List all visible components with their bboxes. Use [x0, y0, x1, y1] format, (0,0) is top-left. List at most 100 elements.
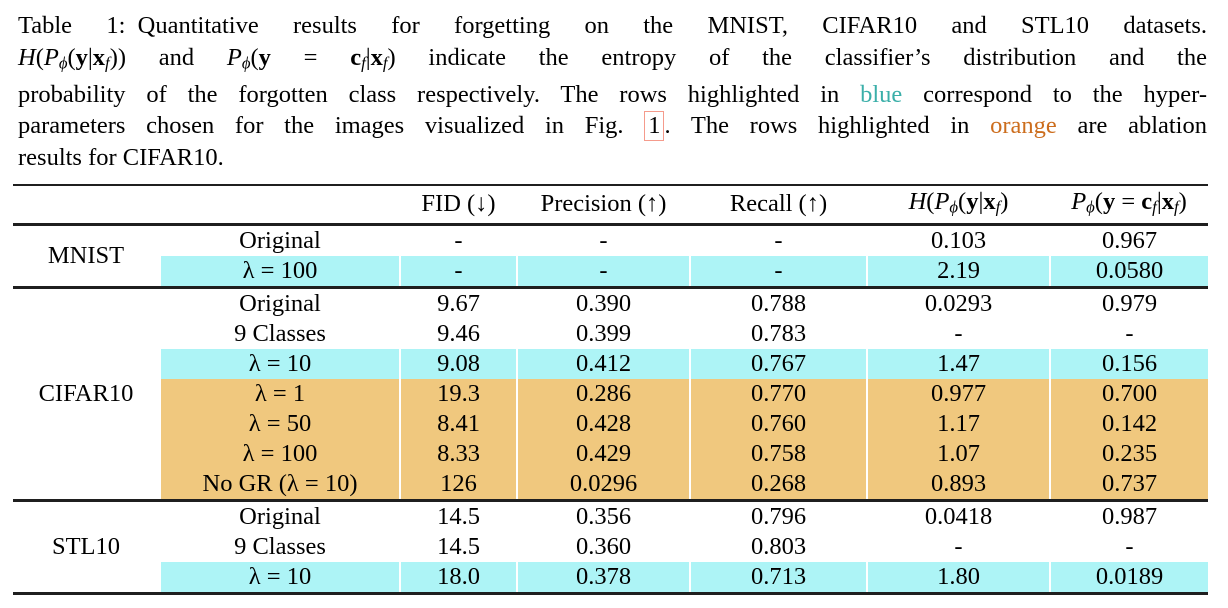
text-segment: Table 1: Quantitative results for forget…: [18, 12, 1207, 39]
cell-precision: 0.429: [517, 439, 691, 470]
cell-recall: 0.268: [690, 469, 868, 501]
text-segment: FID (↓): [421, 190, 496, 218]
cell-recall: -: [690, 256, 868, 288]
cell-forgotten-prob: 0.967: [1050, 223, 1208, 257]
text-segment: are ablation: [1056, 112, 1207, 140]
cell-recall: 0.770: [690, 379, 868, 410]
text-segment: =: [1115, 187, 1142, 215]
cell-recall: 0.783: [690, 319, 868, 350]
variant-cell: Original: [160, 499, 401, 533]
text-segment: (: [67, 43, 76, 71]
cell-entropy: 0.0418: [867, 499, 1051, 533]
variant-cell: 9 Classes: [160, 532, 401, 563]
text-segment: indicate the entropy of the classifier’s…: [395, 43, 1207, 71]
caption-line: results for CIFAR10.: [18, 142, 1207, 174]
text-segment: ): [1000, 187, 1009, 215]
paper-page: Table 1: Quantitative results for forget…: [0, 10, 1228, 608]
text-segment: x: [92, 43, 106, 71]
dataset-cell: STL10: [13, 499, 161, 594]
cell-recall: -: [690, 223, 868, 257]
cell-recall: 0.713: [690, 562, 868, 594]
cell-fid: 8.33: [400, 439, 518, 470]
text-segment: |: [87, 43, 93, 71]
text-segment: f: [382, 53, 388, 73]
text-segment: =: [270, 43, 351, 71]
variant-cell: λ = 10: [160, 349, 401, 380]
text-segment: (: [35, 43, 44, 71]
table-row: λ = 50 8.41 0.428 0.760 1.17 0.142: [13, 409, 1208, 440]
text-segment: . The rows highlighted in: [664, 112, 991, 140]
cell-fid: -: [400, 256, 518, 288]
table-row: CIFAR10 Original 9.67 0.390 0.788 0.0293…: [13, 286, 1208, 501]
orange-highlight-word: orange: [990, 112, 1057, 140]
text-segment: (: [958, 187, 967, 215]
cell-precision: 0.428: [517, 409, 691, 440]
table-row: No GR (λ = 10) 126 0.0296 0.268 0.893 0.…: [13, 469, 1208, 501]
text-segment: y: [75, 43, 88, 71]
text-segment: Precision (↑): [540, 190, 667, 218]
caption-line: parameters chosen for the images visuali…: [18, 110, 1207, 142]
text-segment: |: [365, 43, 371, 71]
cell-forgotten-prob: -: [1125, 320, 1134, 348]
cell-fid: 9.08: [400, 349, 518, 380]
cell-forgotten-prob: 0.987: [1050, 499, 1208, 533]
variant-cell: No GR (λ = 10): [160, 469, 401, 501]
variant-cell: 9 Classes: [160, 319, 401, 350]
cell-recall: 0.796: [690, 499, 868, 533]
header-entropy: H(Pϕ(y|xf): [867, 185, 1050, 225]
variant-cell: λ = 50: [160, 409, 401, 440]
text-segment: (: [926, 187, 935, 215]
results-table: FID (↓) Precision (↑) Recall (↑) H(Pϕ(y|…: [13, 183, 1208, 596]
caption-line: Table 1: Quantitative results for forget…: [18, 10, 1207, 42]
cell-forgotten-prob: 0.700: [1050, 379, 1208, 410]
cell-fid: 18.0: [400, 562, 518, 594]
text-segment: probability of the forgotten class respe…: [18, 80, 861, 108]
header-row: FID (↓) Precision (↑) Recall (↑) H(Pϕ(y|…: [13, 185, 1208, 225]
header-variant: [160, 185, 400, 225]
text-segment: P: [43, 43, 59, 71]
dataset-cell: CIFAR10: [13, 286, 161, 501]
text-segment: x: [983, 187, 996, 215]
header-precision: Precision (↑): [517, 185, 690, 225]
cell-forgotten-prob: 0.0580: [1050, 256, 1208, 288]
cell-forgotten-prob: 0.979: [1050, 286, 1208, 320]
cell-entropy: -: [867, 532, 1051, 563]
text-segment: c: [350, 43, 362, 71]
cell-recall: 0.788: [690, 286, 868, 320]
cell-precision: 0.412: [517, 349, 691, 380]
cell-entropy: 0.893: [867, 469, 1051, 501]
cell-precision: 0.360: [517, 532, 691, 563]
header-fid: FID (↓): [400, 185, 517, 225]
header-dataset: [13, 185, 160, 225]
text-segment: |: [978, 187, 984, 215]
cell-precision: 0.0296: [517, 469, 691, 501]
text-segment: x: [1161, 187, 1174, 215]
text-segment: ϕ: [58, 53, 68, 73]
cell-forgotten-prob: 0.142: [1050, 409, 1208, 440]
variant-cell: λ = 10: [160, 562, 401, 594]
table-body: MNIST Original - - - 0.103 0.967 λ = 100…: [13, 223, 1208, 594]
text-segment: x: [370, 43, 383, 71]
cell-precision: 0.399: [517, 319, 691, 350]
table-row: 9 Classes 9.46 0.399 0.783 - -: [13, 319, 1208, 350]
table-row: 9 Classes 14.5 0.360 0.803 - -: [13, 532, 1208, 563]
cell-fid: 8.41: [400, 409, 518, 440]
cell-precision: -: [517, 256, 691, 288]
text-segment: Recall (↑): [729, 190, 828, 218]
cell-entropy: 1.47: [867, 349, 1051, 380]
cell-forgotten-prob: 0.0189: [1050, 562, 1208, 594]
cell-fid: 9.46: [400, 319, 518, 350]
table-row: MNIST Original - - - 0.103 0.967: [13, 223, 1208, 288]
cell-entropy: 0.103: [867, 223, 1051, 257]
variant-cell: Original: [160, 286, 401, 320]
cell-recall: 0.758: [690, 439, 868, 470]
text-segment: f: [1152, 197, 1157, 217]
cell-fid: 9.67: [400, 286, 518, 320]
figure-1-link[interactable]: 1: [644, 111, 665, 142]
header-forgotten-prob: Pϕ(y = cf|xf): [1050, 185, 1208, 225]
cell-fid: -: [400, 223, 518, 257]
variant-cell: λ = 100: [160, 256, 401, 288]
text-segment: y: [966, 187, 979, 215]
text-segment: )) and: [109, 43, 227, 71]
variant-cell: λ = 1: [160, 379, 401, 410]
